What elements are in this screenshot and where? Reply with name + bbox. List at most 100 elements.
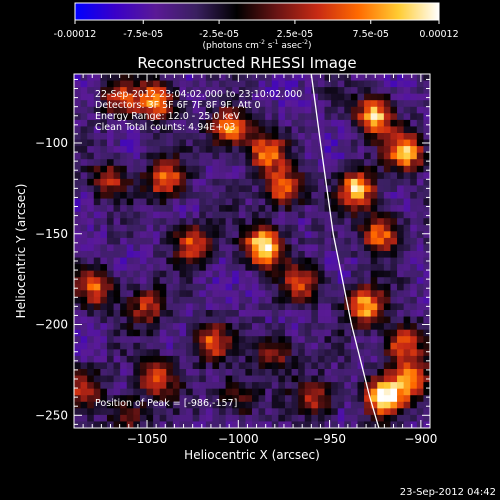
heatmap-cell: [219, 342, 227, 350]
heatmap-cell: [331, 277, 339, 285]
heatmap-cell: [139, 231, 147, 239]
heatmap-cell: [298, 172, 306, 180]
heatmap-cell: [258, 414, 266, 422]
heatmap-cell: [331, 185, 339, 193]
heatmap-cell: [74, 159, 81, 167]
heatmap-cell: [80, 211, 88, 219]
heatmap-cell: [397, 100, 405, 108]
heatmap-cell: [106, 133, 114, 140]
heatmap-cell: [423, 382, 431, 390]
heatmap-cell: [252, 244, 259, 252]
colorbar-tick-label: -2.5e-05: [199, 29, 239, 40]
heatmap-cell: [284, 152, 292, 160]
footer-timestamp: 23-Sep-2012 04:42: [400, 487, 496, 498]
heatmap-cell: [87, 382, 95, 390]
heatmap-cell: [87, 283, 95, 291]
x-tick-label: −950: [313, 432, 346, 446]
heatmap-cell: [416, 80, 424, 88]
heatmap-cell: [403, 205, 411, 213]
heatmap-cell: [357, 303, 365, 311]
heatmap-cell: [265, 237, 273, 245]
heatmap-cell: [298, 146, 306, 154]
heatmap-cell: [410, 172, 418, 180]
heatmap-cell: [166, 310, 174, 317]
heatmap-cell: [159, 355, 167, 363]
heatmap-cell: [344, 237, 352, 245]
heatmap-cell: [120, 87, 128, 95]
heatmap-cell: [337, 205, 345, 213]
heatmap-cell: [212, 414, 220, 422]
heatmap-cell: [324, 100, 332, 108]
heatmap-cell: [291, 152, 299, 160]
heatmap-cell: [258, 205, 266, 213]
heatmap-cell: [238, 172, 246, 180]
heatmap-cell: [311, 382, 319, 390]
heatmap-cell: [186, 185, 194, 193]
heatmap-cell: [377, 375, 385, 383]
heatmap-cell: [159, 198, 167, 206]
heatmap-cell: [337, 388, 345, 396]
heatmap-cell: [397, 237, 405, 245]
heatmap-cell: [113, 408, 121, 416]
heatmap-cell: [390, 329, 398, 337]
heatmap-cell: [139, 336, 147, 344]
heatmap-cell: [410, 264, 418, 272]
heatmap-cell: [153, 178, 161, 186]
heatmap-cell: [304, 375, 312, 383]
heatmap-cell: [139, 251, 147, 258]
heatmap-cell: [133, 119, 141, 127]
heatmap-cell: [324, 178, 332, 186]
heatmap-cell: [74, 421, 81, 429]
heatmap-cell: [291, 133, 299, 140]
heatmap-cell: [219, 218, 227, 226]
heatmap-cell: [80, 185, 88, 193]
heatmap-cell: [337, 257, 345, 265]
heatmap-cell: [153, 237, 161, 245]
heatmap-cell: [416, 362, 424, 370]
heatmap-cell: [311, 270, 319, 278]
heatmap-cell: [100, 264, 108, 272]
heatmap-cell: [139, 211, 147, 219]
heatmap-cell: [100, 185, 108, 193]
heatmap-cell: [93, 421, 101, 429]
heatmap-cell: [311, 87, 319, 95]
heatmap-cell: [199, 126, 207, 134]
heatmap-cell: [245, 349, 253, 357]
heatmap-cell: [232, 244, 240, 252]
heatmap-cell: [350, 414, 358, 422]
heatmap-cell: [317, 408, 325, 416]
heatmap-cell: [265, 211, 273, 219]
heatmap-cell: [331, 369, 339, 376]
heatmap-cell: [304, 100, 312, 108]
heatmap-cell: [397, 211, 405, 219]
heatmap-cell: [225, 119, 233, 127]
heatmap-cell: [423, 277, 431, 285]
heatmap-cell: [324, 152, 332, 160]
heatmap-cell: [317, 388, 325, 396]
heatmap-cell: [252, 119, 259, 127]
heatmap-cell: [106, 126, 114, 134]
heatmap-cell: [192, 178, 200, 186]
heatmap-cell: [199, 375, 207, 383]
heatmap-cell: [113, 296, 121, 304]
heatmap-cell: [106, 375, 114, 383]
heatmap-cell: [304, 355, 312, 363]
heatmap-cell: [357, 395, 365, 403]
heatmap-cell: [74, 205, 81, 213]
heatmap-cell: [337, 159, 345, 167]
heatmap-cell: [212, 218, 220, 226]
heatmap-cell: [100, 382, 108, 390]
heatmap-cell: [423, 218, 431, 226]
heatmap-cell: [377, 401, 385, 409]
heatmap-cell: [344, 165, 352, 173]
heatmap-cell: [370, 165, 378, 173]
heatmap-cell: [100, 270, 108, 278]
heatmap-cell: [225, 408, 233, 416]
heatmap-cell: [344, 408, 352, 416]
heatmap-cell: [357, 244, 365, 252]
heatmap-cell: [298, 224, 306, 232]
heatmap-cell: [423, 414, 431, 422]
heatmap-cell: [245, 251, 253, 258]
heatmap-cell: [324, 342, 332, 350]
heatmap-cells: [74, 74, 431, 429]
